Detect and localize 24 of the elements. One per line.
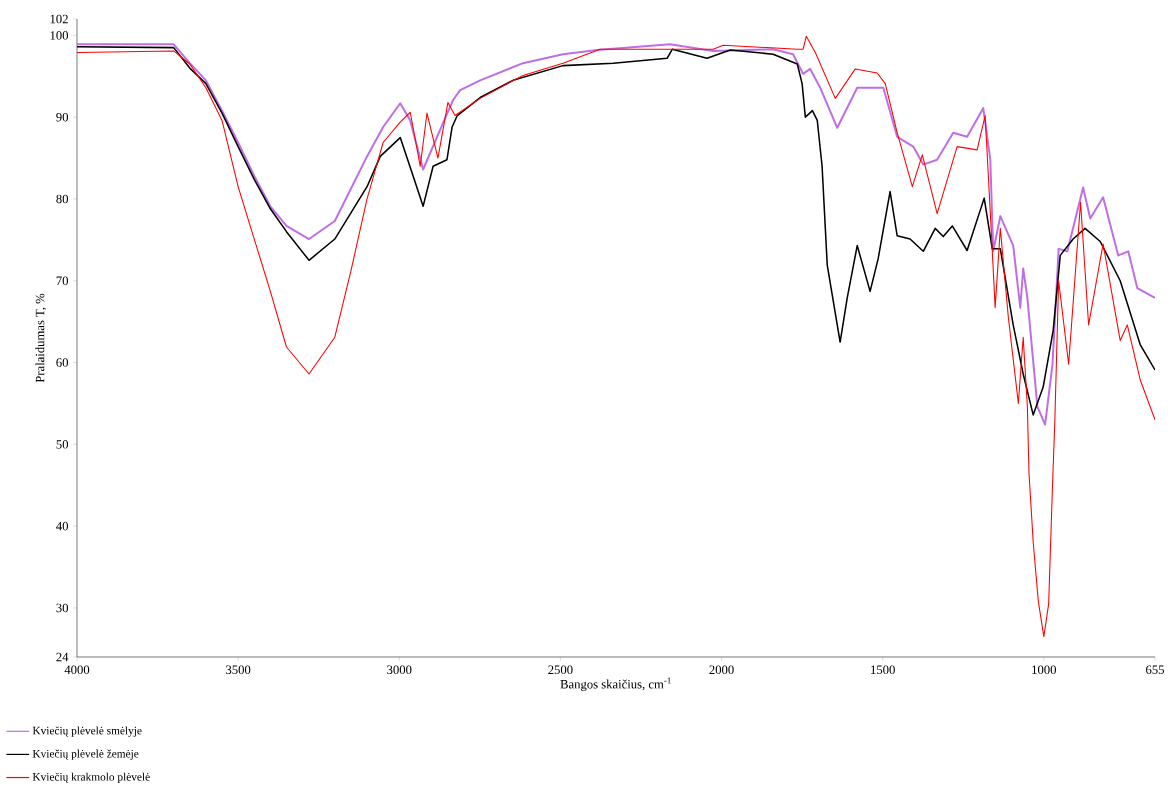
x-tick-label: 4000	[64, 665, 90, 675]
legend-label: Kviečių plėvelė žemėje	[32, 749, 139, 760]
y-tick-label: 50	[56, 440, 69, 449]
y-tick-label: 102	[50, 14, 68, 24]
y-tick-label: 70	[56, 276, 69, 286]
y-tick-label: 60	[56, 358, 69, 367]
x-tick-label: 2500	[548, 665, 573, 675]
y-tick-label: 90	[56, 112, 69, 122]
y-tick-label: 30	[56, 603, 69, 613]
line-series	[76, 35, 1155, 638]
y-tick-label: 100	[50, 31, 69, 40]
x-tick-label: 655	[1146, 665, 1164, 674]
x-tick-label: 1000	[1032, 665, 1056, 675]
x-tick-label: 3500	[226, 665, 251, 675]
x-tick-label: 1500	[871, 665, 895, 675]
x-axis-title: Bangos skaičius, cm$^{-1}$	[560, 677, 671, 692]
legend-label: Kviečių plėvelė smėlyje	[32, 726, 142, 737]
y-axis-title: Pralaidumas T, %	[35, 293, 47, 383]
y-tick-label: 40	[56, 521, 69, 531]
x-tick-label: 3000	[387, 665, 412, 675]
legend-label: Kviečių krakmolo plėvelė	[32, 772, 150, 783]
x-tick-label: 2000	[709, 665, 734, 675]
y-tick-label: 80	[56, 194, 69, 204]
y-tick-label: 24	[56, 652, 69, 662]
